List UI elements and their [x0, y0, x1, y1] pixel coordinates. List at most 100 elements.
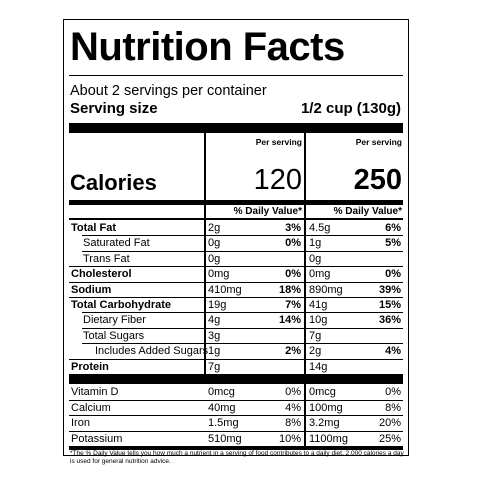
nutrient-pct2: 0% [385, 268, 401, 281]
nutrient-amt1: 0g [208, 252, 221, 265]
row-divider [69, 430, 403, 432]
vitamin-name: Iron [71, 417, 90, 429]
nutrient-amt1: 1g [208, 345, 221, 358]
vitamin-pct1: 0% [285, 386, 301, 398]
nutrient-row: Trans Fat 0g 0g [69, 251, 403, 267]
vitamin-name: Calcium [71, 401, 111, 414]
vitamin-amt1: 1.5mg [208, 417, 239, 429]
nutrient-pct1: 7% [285, 299, 301, 311]
daily-value-divider [69, 218, 403, 220]
row-divider [69, 266, 403, 268]
column-divider-1 [204, 133, 206, 374]
nutrient-pct2: 39% [378, 283, 401, 296]
nutrient-pct2: 6% [385, 222, 401, 234]
nutrient-row: Includes Added Sugars 1g 2% 2g 4% [69, 343, 403, 359]
nutrient-pct2: 15% [378, 299, 401, 311]
thick-divider-top [69, 123, 403, 133]
vitamin-amt2: 100mg [309, 401, 343, 414]
row-divider [69, 297, 403, 298]
nutrient-name: Total Sugars [83, 329, 145, 342]
vitamin-row: Iron 1.5mg 8% 3.2mg 20% [69, 415, 403, 431]
nutrient-name: Saturated Fat [83, 237, 150, 250]
nutrient-amt1: 4g [208, 314, 221, 327]
nutrient-amt2: 0g [309, 252, 322, 265]
nutrient-row: Protein 7g 14g [69, 359, 403, 375]
nutrient-name: Total Carbohydrate [71, 299, 172, 311]
nutrient-amt2: 7g [309, 329, 322, 342]
nutrient-name: Total Fat [71, 222, 117, 234]
nutrient-row: Total Carbohydrate 19g 7% 41g 15% [69, 297, 403, 313]
calories-label: Calories [70, 170, 157, 195]
calories-value-col1: 120 [253, 164, 302, 196]
nutrient-amt2: 2g [309, 345, 322, 358]
nutrient-row: Total Sugars 3g 7g [69, 328, 403, 344]
vitamin-pct2: 0% [385, 386, 401, 398]
nutrient-row: Total Fat 2g 3% 4.5g 6% [69, 220, 403, 236]
nutrient-name: Cholesterol [71, 268, 132, 281]
nutrient-pct1: 2% [285, 345, 301, 358]
per-serving-col2: Per serving [355, 137, 402, 147]
nutrient-name: Includes Added Sugars [95, 345, 209, 358]
vitamin-pct2: 8% [385, 401, 401, 414]
nutrient-row: Cholesterol 0mg 0% 0mg 0% [69, 266, 403, 282]
column-divider-2 [304, 133, 306, 374]
row-divider [69, 399, 403, 401]
footnote: *The % Daily Value tells you how much a … [70, 450, 404, 465]
nutrient-pct1: 0% [285, 237, 301, 250]
daily-value-header-col2: % Daily Value* [333, 206, 402, 217]
row-divider [82, 327, 403, 329]
row-divider [82, 343, 403, 345]
nutrient-name: Protein [71, 360, 109, 373]
row-divider [82, 235, 403, 237]
vitamin-pct2: 20% [378, 417, 401, 429]
vitamin-pct1: 4% [285, 401, 301, 414]
row-divider [69, 358, 403, 360]
row-divider [69, 415, 403, 416]
vitamin-pct1: 8% [285, 417, 301, 429]
nutrient-amt2: 1g [309, 237, 322, 250]
nutrition-facts-label: Nutrition Facts About 2 servings per con… [63, 19, 409, 465]
vitamin-amt1: 40mg [208, 401, 236, 414]
nutrient-amt1: 7g [208, 360, 221, 373]
nutrient-amt1: 19g [208, 299, 227, 311]
nutrient-row: Dietary Fiber 4g 14% 10g 36% [69, 312, 403, 328]
per-serving-col1: Per serving [255, 137, 302, 147]
nutrient-amt1: 3g [208, 329, 221, 342]
vitamin-row: Calcium 40mg 4% 100mg 8% [69, 400, 403, 416]
nutrient-pct1: 18% [278, 283, 301, 296]
nutrient-row: Saturated Fat 0g 0% 1g 5% [69, 235, 403, 251]
nutrient-pct2: 5% [385, 237, 401, 250]
vitamin-pct2: 25% [378, 432, 401, 445]
nutrient-amt2: 41g [309, 299, 328, 311]
vitamin-amt1: 0mcg [208, 386, 235, 398]
vitamin-name: Potassium [71, 432, 123, 445]
nutrient-pct1: 0% [285, 268, 301, 281]
row-divider [82, 312, 403, 314]
vitamin-amt2: 1100mg [309, 432, 348, 445]
footnote-divider [69, 446, 403, 450]
nutrient-pct1: 3% [285, 222, 301, 234]
nutrient-row: Sodium 410mg 18% 890mg 39% [69, 282, 403, 298]
nutrient-amt1: 2g [208, 222, 221, 234]
title-divider [69, 75, 403, 76]
nutrient-pct1: 14% [278, 314, 301, 327]
nutrient-name: Sodium [71, 283, 112, 296]
nutrient-amt2: 4.5g [309, 222, 331, 234]
nutrient-pct2: 36% [378, 314, 401, 327]
row-divider [82, 250, 403, 252]
nutrient-amt2: 0mg [309, 268, 331, 281]
nutrient-amt1: 0g [208, 237, 221, 250]
calories-value-col2: 250 [353, 164, 402, 196]
nutrient-pct2: 4% [385, 345, 401, 358]
vitamin-row: Potassium 510mg 10% 1100mg 25% [69, 431, 403, 447]
nutrient-amt1: 0mg [208, 268, 230, 281]
vitamin-amt2: 0mcg [309, 386, 336, 398]
nutrient-name: Dietary Fiber [83, 314, 146, 327]
vitamin-name: Vitamin D [71, 386, 119, 398]
vitamin-amt2: 3.2mg [309, 417, 340, 429]
medium-divider [69, 200, 403, 205]
label-title: Nutrition Facts [70, 25, 345, 69]
vitamin-pct1: 10% [278, 432, 301, 445]
thick-divider-bottom [69, 374, 403, 384]
daily-value-header-col1: % Daily Value* [233, 206, 302, 217]
